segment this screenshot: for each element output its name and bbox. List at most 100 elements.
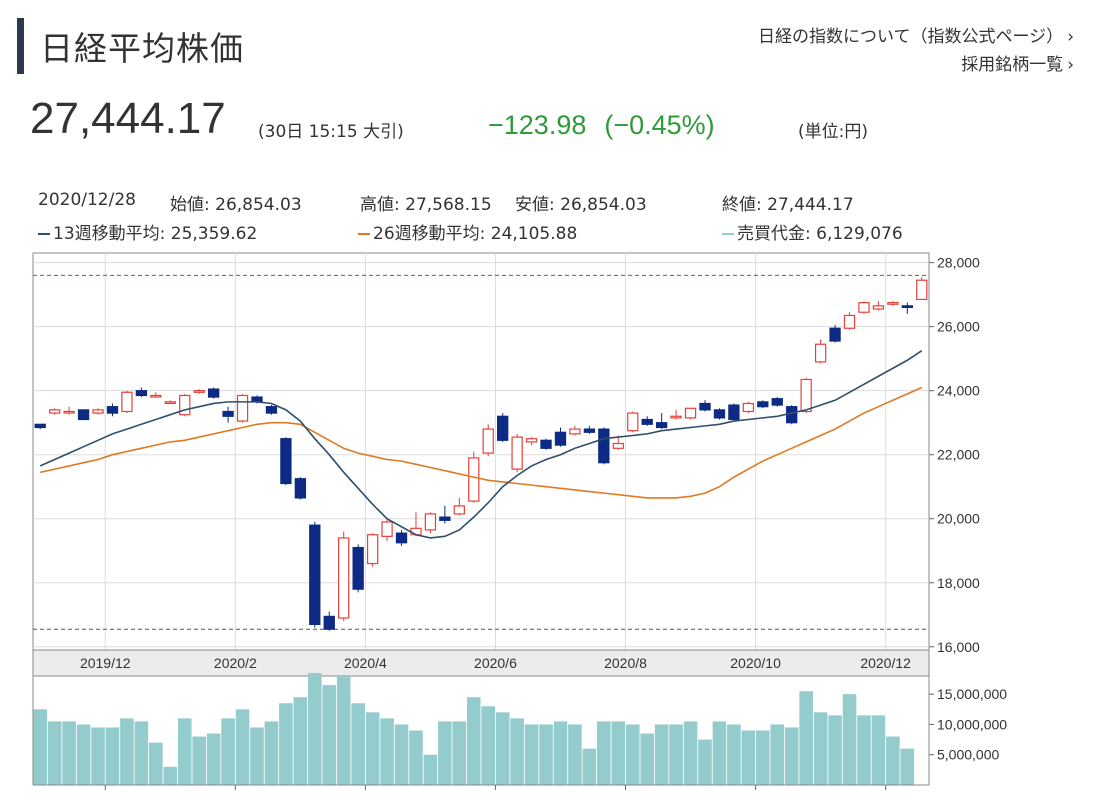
- candle-down: [207, 388, 220, 398]
- change-value: −123.98: [488, 110, 587, 140]
- volume-bar: [293, 697, 308, 785]
- volume-bar: [582, 748, 597, 785]
- candle-up: [468, 457, 480, 502]
- price-tick-label: 16,000: [937, 639, 980, 655]
- volume-bar: [91, 727, 105, 785]
- volume-bar: [423, 754, 438, 785]
- volume-bar: [279, 703, 293, 785]
- candle-down: [265, 406, 278, 414]
- price-panel: [32, 252, 930, 651]
- legend-volume: 売買代金: 6,129,076: [722, 219, 903, 244]
- volume-bar: [235, 709, 250, 785]
- candle-down: [829, 327, 841, 342]
- volume-bar: [857, 715, 871, 785]
- volume-bar: [409, 730, 423, 785]
- candle-up: [684, 407, 697, 419]
- volume-bar: [568, 724, 582, 785]
- legend-volume-label: 売買代金: 6,129,076: [737, 224, 903, 244]
- volume-bar: [813, 712, 828, 785]
- volume-bar: [47, 721, 62, 785]
- candle-up: [410, 527, 422, 536]
- volume-bar: [221, 718, 235, 785]
- legend-ma13-label: 13週移動平均: 25,359.62: [53, 224, 258, 244]
- volume-bar: [120, 718, 134, 785]
- volume-bar: [452, 721, 467, 785]
- volume-bar: [597, 721, 611, 785]
- volume-bar: [698, 739, 712, 785]
- volume-bar: [625, 724, 640, 785]
- x-tick-label: 2019/12: [80, 655, 131, 671]
- volume-bar: [481, 706, 496, 785]
- legend-ma13: 13週移動平均: 25,359.62: [38, 219, 257, 244]
- candle-down: [294, 478, 307, 499]
- candle-down: [583, 428, 596, 433]
- candle-up: [179, 394, 191, 416]
- candle-down: [280, 438, 292, 485]
- legend-ma26-label: 26週移動平均: 24,105.88: [373, 224, 578, 244]
- candle-up: [381, 521, 393, 537]
- candle-down: [323, 615, 335, 630]
- price-tick-label: 28,000: [937, 255, 980, 271]
- candle-up: [164, 401, 176, 404]
- candle-down: [728, 404, 740, 421]
- candle-down: [901, 305, 913, 309]
- volume-bar: [351, 703, 365, 785]
- ma26-swatch: [358, 233, 370, 235]
- candle-down: [106, 406, 119, 414]
- price-tick-label: 24,000: [937, 383, 980, 399]
- index-info-link[interactable]: 日経の指数について（指数公式ページ） ›: [758, 22, 1074, 47]
- candle-down: [757, 401, 769, 408]
- ma13-line: [39, 349, 923, 539]
- candle-up: [49, 409, 61, 414]
- price-tick-label: 20,000: [937, 511, 980, 527]
- date-axis-band: [32, 649, 930, 677]
- volume-bar: [900, 748, 915, 785]
- candle-up: [150, 394, 162, 398]
- volume-bar: [163, 766, 178, 785]
- candle-up: [424, 513, 437, 531]
- volume-bar: [206, 733, 221, 785]
- x-tick-label: 2020/6: [474, 655, 517, 671]
- volume-bar: [250, 727, 264, 785]
- candle-up: [843, 314, 856, 329]
- price-tick-label: 22,000: [937, 447, 980, 463]
- title-accent-bar: [17, 18, 24, 74]
- candle-up: [338, 537, 350, 619]
- volume-bar: [264, 721, 279, 785]
- x-tick-label: 2020/4: [344, 655, 387, 671]
- volume-bar: [640, 733, 654, 785]
- volume-bar: [539, 724, 553, 785]
- volume-bar: [727, 724, 741, 785]
- volume-bar: [842, 694, 857, 785]
- volume-bar: [62, 721, 76, 785]
- nikkei-weekly-chart[interactable]: 16,000 18,000 20,000 22,000 24,000 26,000 28,0…: [0, 245, 1100, 800]
- volume-bar: [149, 742, 163, 785]
- volume-bar: [553, 721, 568, 785]
- candle-up: [858, 302, 870, 313]
- candle-down: [598, 428, 610, 464]
- volume-bar: [770, 724, 785, 785]
- ohlc-open: 始値: 26,854.03: [170, 195, 302, 215]
- candle-down: [77, 409, 90, 421]
- candle-up: [92, 409, 104, 414]
- candle-up: [916, 279, 928, 301]
- price-tick-label: 26,000: [937, 319, 980, 335]
- constituents-link[interactable]: 採用銘柄一覧 ›: [961, 50, 1074, 75]
- candle-down: [309, 524, 321, 625]
- volume-swatch: [722, 233, 734, 235]
- candle-down: [554, 431, 567, 446]
- volume-bar: [524, 724, 539, 785]
- volume-tick-label: 10,000,000: [937, 716, 1007, 732]
- volume-bar: [33, 709, 48, 785]
- volume-bar: [438, 721, 452, 785]
- volume-bar: [192, 736, 206, 785]
- volume-bar: [683, 721, 698, 785]
- ohlc-high: 高値: 27,568.15: [360, 195, 492, 215]
- constituents-link-label: 採用銘柄一覧: [961, 55, 1064, 75]
- candle-up: [569, 428, 581, 435]
- volume-bar: [741, 730, 756, 785]
- price-tick-label: 18,000: [937, 575, 980, 591]
- candle-up: [525, 438, 538, 443]
- volume-bar: [828, 715, 842, 785]
- ma13-swatch: [38, 233, 50, 235]
